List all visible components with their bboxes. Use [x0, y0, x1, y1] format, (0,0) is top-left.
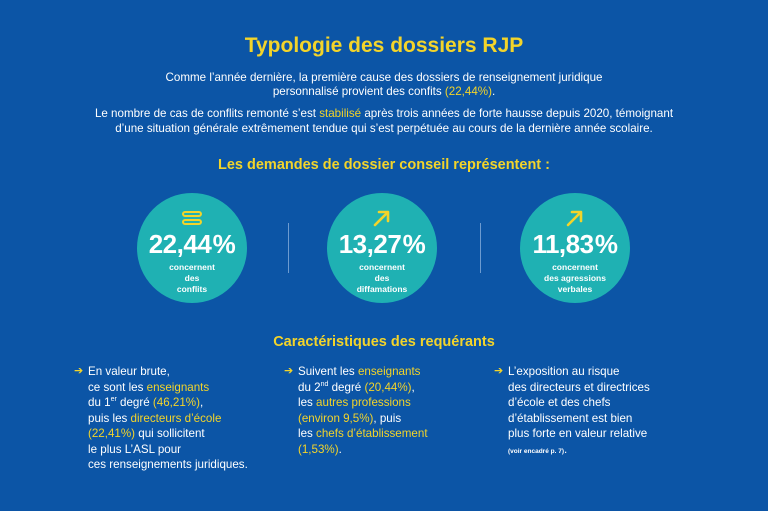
arrow-right-icon: ➔ [494, 365, 504, 377]
stat-value: 22,44 % [148, 229, 236, 259]
intro-line: d’une situation générale extrêmement ten… [115, 122, 653, 135]
stat-circle-conflits: 22,44 % concernent des conflits [137, 193, 247, 303]
requerants-column-1: ➔ En valeur brute, ce sont les enseignan… [74, 365, 248, 471]
intro-paragraph-2: Le nombre de cas de conflits remonté s’e… [0, 106, 768, 136]
stat-value: 11,83 % [532, 229, 618, 259]
intro-line: Le nombre de cas de conflits remonté s’e… [94, 107, 674, 120]
divider [480, 223, 481, 273]
intro-line: personnalisé provient des confits (22,44… [272, 85, 496, 98]
stat-label: concernent des conflits [169, 262, 215, 294]
equals-icon [182, 211, 202, 225]
arrow-up-right-icon [373, 210, 390, 227]
requerants-column-2: ➔ Suivent les enseignants du 2nd degré (… [284, 365, 428, 456]
stat-label: concernent des diffamations [356, 262, 408, 294]
stats-subtitle: Les demandes de dossier conseil représen… [217, 157, 550, 173]
arrow-right-icon: ➔ [74, 365, 84, 377]
arrow-up-right-icon [566, 210, 583, 227]
arrow-right-icon: ➔ [284, 365, 294, 377]
requerants-column-3: ➔ L’exposition au risque des directeurs … [494, 365, 650, 456]
divider [288, 223, 289, 273]
stat-circle-agressions: 11,83 % concernent des agressions verbales [520, 193, 630, 303]
intro-paragraph-1: Comme l’année dernière, la première caus… [0, 71, 768, 99]
section-title: Caractéristiques des requérants [273, 334, 495, 350]
intro-line: Comme l’année dernière, la première caus… [165, 71, 603, 84]
stat-value: 13,27 % [338, 229, 426, 259]
page-title: Typologie des dossiers RJP [244, 34, 524, 57]
stat-circle-diffamations: 13,27 % concernent des diffamations [327, 193, 437, 303]
stat-label: concernent des agressions verbales [544, 262, 606, 294]
